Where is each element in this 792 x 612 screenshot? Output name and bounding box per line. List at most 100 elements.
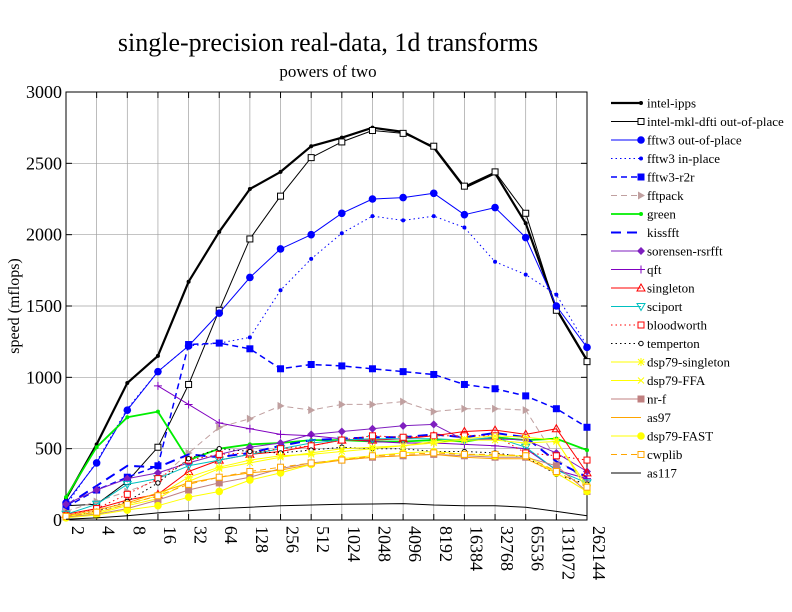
data-point (462, 225, 467, 230)
x-tick-label: 512 (313, 526, 333, 553)
data-point (155, 480, 161, 486)
data-point (245, 424, 254, 433)
legend-entry: as97 (611, 410, 671, 425)
data-point (399, 129, 407, 137)
data-point (154, 443, 162, 451)
y-tick-label: 0 (53, 510, 62, 530)
data-point (522, 392, 530, 400)
legend-marker (639, 101, 643, 105)
data-point (461, 404, 469, 413)
data-point (307, 154, 315, 162)
legend-entry: dsp79-FAST (611, 429, 713, 444)
data-point (217, 229, 222, 234)
data-point (307, 360, 315, 368)
data-point (215, 473, 223, 481)
legend-entry: fftw3 out-of-place (611, 133, 742, 148)
data-point (430, 432, 438, 440)
data-point (368, 127, 376, 135)
data-point (522, 433, 530, 441)
data-point (277, 192, 285, 200)
x-tick-label: 4 (99, 526, 119, 535)
x-tick-label: 1024 (344, 526, 364, 562)
data-point (491, 436, 500, 445)
data-point (309, 256, 314, 261)
legend-entry: bloodworth (611, 318, 707, 333)
data-point (215, 309, 224, 317)
data-point (431, 214, 436, 219)
data-point (246, 476, 254, 484)
data-point (460, 210, 469, 219)
x-tick-label: 16384 (466, 526, 486, 571)
legend-marker (639, 212, 643, 216)
legend-marker (637, 118, 645, 125)
data-point (246, 467, 254, 475)
data-point (368, 365, 376, 373)
data-point (522, 452, 530, 460)
y-axis-label: speed (mflops) (6, 258, 23, 354)
legend-marker (637, 451, 645, 458)
data-point (399, 368, 407, 376)
data-point (338, 456, 346, 464)
data-point (370, 214, 375, 219)
data-point (91, 500, 102, 510)
legend-label: fftw3 out-of-place (647, 133, 742, 148)
data-point (215, 463, 224, 472)
data-point (491, 385, 499, 393)
data-point (125, 415, 130, 420)
legend-marker (638, 340, 644, 347)
data-point (92, 486, 101, 495)
data-point (154, 492, 162, 500)
data-point (430, 407, 438, 416)
data-point (154, 501, 162, 510)
data-point (185, 486, 193, 494)
data-point (491, 203, 499, 212)
data-point (215, 450, 223, 458)
series-line (65, 451, 588, 519)
data-point (215, 465, 223, 472)
data-point (369, 400, 377, 409)
data-point (523, 272, 528, 277)
data-point (185, 455, 192, 462)
data-point (521, 233, 530, 242)
legend-marker (637, 358, 645, 366)
series-line (65, 432, 588, 507)
data-point (430, 438, 438, 445)
legend-label: intel-mkl-dfti out-of-place (647, 114, 784, 129)
legend-label: green (647, 207, 676, 222)
data-point (554, 292, 559, 297)
data-point (582, 467, 592, 477)
data-point (401, 218, 406, 223)
legend-entry: sorensen-rsrfft (611, 244, 723, 259)
data-point (276, 438, 285, 447)
data-point (246, 345, 254, 353)
legend-entry: sciport (611, 299, 683, 314)
data-point (154, 496, 162, 504)
data-point (583, 423, 591, 431)
data-point (307, 449, 315, 457)
series-line (65, 439, 588, 517)
data-point (429, 420, 438, 429)
series-19 (62, 449, 591, 520)
x-tick-label: 65536 (528, 526, 548, 571)
data-point (460, 436, 469, 445)
data-point (461, 435, 468, 443)
data-point (155, 369, 160, 374)
legend-entry: green (611, 207, 676, 222)
data-point (155, 409, 160, 414)
y-tick-label: 2500 (26, 153, 62, 173)
data-point (337, 427, 346, 436)
legend-label: dsp79-FFA (647, 373, 706, 388)
legend-label: singleton (647, 281, 695, 296)
legend-label: dsp79-singleton (647, 355, 731, 370)
data-point (215, 339, 223, 347)
data-point (155, 353, 160, 358)
y-tick-label: 1500 (26, 296, 62, 316)
data-point (307, 431, 316, 440)
data-point (215, 418, 224, 427)
chart-subtitle: powers of two (279, 62, 376, 81)
legend-marker (637, 377, 645, 384)
data-point (94, 445, 99, 450)
legend-entry: qft (611, 262, 662, 277)
data-point (338, 445, 346, 453)
data-point (338, 362, 346, 370)
